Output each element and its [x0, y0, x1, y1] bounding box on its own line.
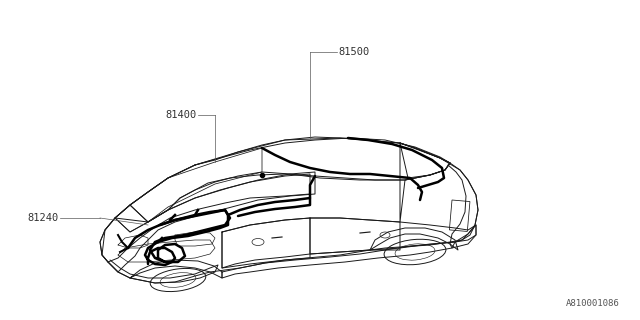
Text: 81400: 81400	[166, 110, 197, 120]
Text: 81240: 81240	[28, 213, 59, 223]
Bar	[449, 200, 470, 231]
Text: A810001086: A810001086	[566, 299, 620, 308]
Text: 81500: 81500	[338, 47, 369, 57]
